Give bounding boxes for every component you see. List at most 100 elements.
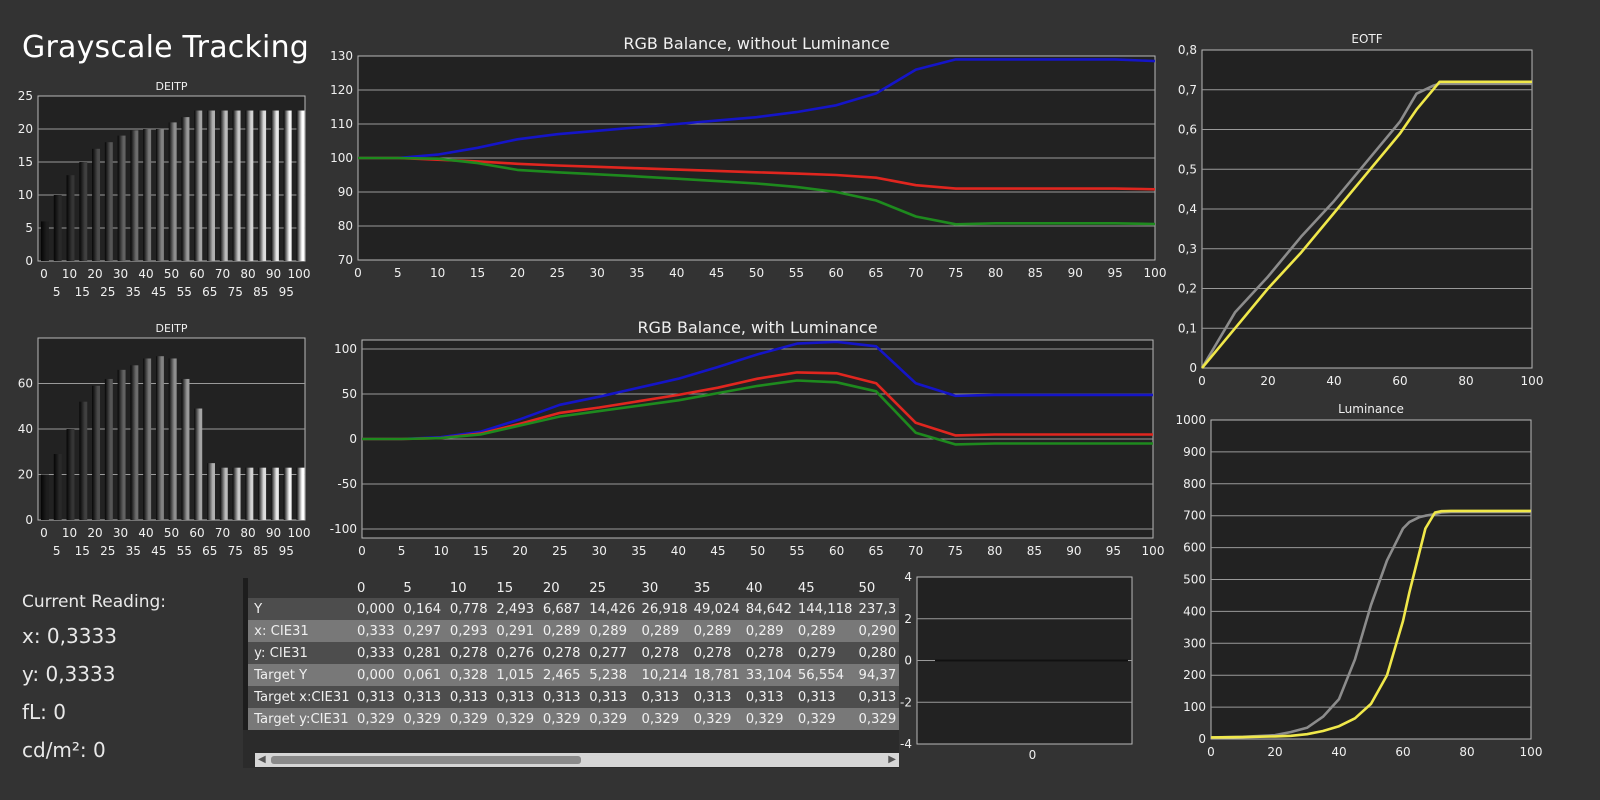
scroll-right-icon[interactable]: ▶: [888, 754, 896, 765]
table-cell: 0,291: [490, 620, 537, 642]
table-cell: 6,687: [536, 598, 584, 620]
bar: [41, 474, 49, 520]
table-column-header[interactable]: 10: [443, 578, 491, 598]
x-tick-label: 80: [240, 267, 255, 281]
bar: [79, 401, 88, 520]
table-column-header[interactable]: 50: [852, 578, 899, 598]
table-column-header[interactable]: 45: [791, 578, 853, 598]
x-tick-label: 90: [1068, 266, 1083, 280]
x-tick-label: 70: [215, 526, 230, 540]
x-tick-label: 0: [40, 526, 48, 540]
x-tick-label: 70: [215, 267, 230, 281]
y-tick-label: 0: [904, 654, 912, 668]
table-cell: 0,297: [397, 620, 444, 642]
table-cell: 0,329: [583, 708, 636, 730]
table-column-header[interactable]: 0: [350, 578, 398, 598]
bar: [66, 429, 75, 520]
scroll-left-icon[interactable]: ◀: [258, 754, 266, 765]
table-cell: 0,313: [397, 686, 444, 708]
bar: [117, 369, 126, 520]
bar: [53, 454, 62, 520]
y-tick-label: 0,5: [1178, 162, 1197, 176]
table-cell: 10,214: [635, 664, 688, 686]
scrollbar-thumb[interactable]: [271, 756, 581, 764]
x-tick-label: 15: [75, 285, 90, 299]
x-tick-label: 10: [433, 544, 448, 558]
x-tick-label: 65: [868, 266, 883, 280]
y-tick-label: 40: [18, 422, 33, 436]
table-cell: 0,278: [443, 642, 491, 664]
table-cell: 0,000: [350, 664, 398, 686]
table-cell: 0,290: [852, 620, 899, 642]
table-row[interactable]: x: CIE31 0,333 0,297 0,293 0,291 0,289 0,289 0,…: [243, 620, 899, 642]
y-tick-label: 130: [330, 49, 353, 63]
x-tick-label: 20: [1260, 374, 1275, 388]
table-cell: 0,313: [536, 686, 584, 708]
x-tick-label: 80: [988, 266, 1003, 280]
table-column-header[interactable]: 35: [687, 578, 740, 598]
bar: [258, 467, 267, 520]
table-column-header[interactable]: 20: [536, 578, 584, 598]
x-tick-label: 55: [789, 544, 804, 558]
table-cell: 0,313: [687, 686, 740, 708]
x-tick-label: 100: [1521, 374, 1544, 388]
table-cell: 84,642: [739, 598, 792, 620]
y-tick-label: 300: [1183, 636, 1206, 650]
x-tick-label: 60: [189, 267, 204, 281]
table-cell: 0,289: [791, 620, 853, 642]
table-column-header[interactable]: 40: [739, 578, 792, 598]
table-row[interactable]: Target x:CIE31 0,313 0,313 0,313 0,313 0,313 0…: [243, 686, 899, 708]
table-cell: 0,000: [350, 598, 398, 620]
table-cell: 0,276: [490, 642, 537, 664]
y-tick-label: 80: [338, 219, 353, 233]
table-cell: 0,281: [397, 642, 444, 664]
table-row[interactable]: Target Y 0,000 0,061 0,328 1,015 2,465 5,238 10…: [243, 664, 899, 686]
x-tick-label: 55: [789, 266, 804, 280]
table-cell: 0,278: [687, 642, 740, 664]
table-cell: 5,238: [583, 664, 636, 686]
bar: [207, 463, 215, 520]
table-column-header[interactable]: 25: [583, 578, 636, 598]
table-row[interactable]: Target y:CIE31 0,329 0,329 0,329 0,329 0,329 0…: [243, 708, 899, 730]
x-tick-label: 0: [358, 544, 366, 558]
bar: [53, 195, 62, 261]
y-tick-label: 0,7: [1178, 83, 1197, 97]
table-cell: 2,465: [536, 664, 584, 686]
bar: [143, 358, 152, 520]
table-cell: 0,278: [536, 642, 584, 664]
x-tick-label: 20: [513, 544, 528, 558]
table-row-label: x: CIE31: [248, 620, 351, 642]
table-horizontal-scrollbar[interactable]: ◀ ▶: [255, 753, 899, 767]
luminance-chart: Luminance0100200300400500600700800900100…: [1175, 402, 1542, 759]
bar: [207, 110, 215, 261]
x-tick-label: 15: [473, 544, 488, 558]
table-column-header[interactable]: 30: [635, 578, 688, 598]
x-tick-label: 65: [202, 285, 217, 299]
x-tick-label: 0: [40, 267, 48, 281]
y-tick-label: -2: [900, 695, 912, 709]
x-tick-label: 25: [100, 285, 115, 299]
green-series-line: [362, 379, 1153, 446]
x-tick-label: 90: [266, 526, 281, 540]
y-tick-label: 100: [1183, 700, 1206, 714]
x-tick-label: 25: [100, 544, 115, 558]
x-tick-label: 25: [552, 544, 567, 558]
x-tick-label: 40: [138, 267, 153, 281]
x-tick-label: 5: [53, 544, 61, 558]
table-column-header[interactable]: 15: [490, 578, 537, 598]
y-tick-label: 120: [330, 83, 353, 97]
table-row[interactable]: y: CIE31 0,333 0,281 0,278 0,276 0,278 0,277 0,…: [243, 642, 899, 664]
eotf-chart: EOTF 0 0,1 0,2 0,3 0,4 0,5 0,6 0,7 0,8 0 20 40 60 80 10…: [1178, 32, 1544, 388]
measurement-table[interactable]: 0 5 10 15 20 25 30 35 40 45 50 Y 0,000 0,164 0,778 2,49…: [243, 578, 899, 768]
table-row-label: Y: [248, 598, 351, 620]
x-tick-label: 20: [1267, 745, 1282, 759]
table-column-header[interactable]: 5: [397, 578, 444, 598]
table-cell: 0,313: [852, 686, 899, 708]
rgb-balance-without-luminance-chart: RGB Balance, without Luminance7080901001…: [330, 34, 1166, 280]
x-tick-label: 75: [948, 544, 963, 558]
table-cell: 0,313: [490, 686, 537, 708]
y-tick-label: 0,1: [1178, 321, 1197, 335]
table-row[interactable]: Y 0,000 0,164 0,778 2,493 6,687 14,426 26,918 49…: [243, 598, 899, 620]
gray-series-line: [1200, 82, 1532, 369]
table-cell: 0,329: [536, 708, 584, 730]
